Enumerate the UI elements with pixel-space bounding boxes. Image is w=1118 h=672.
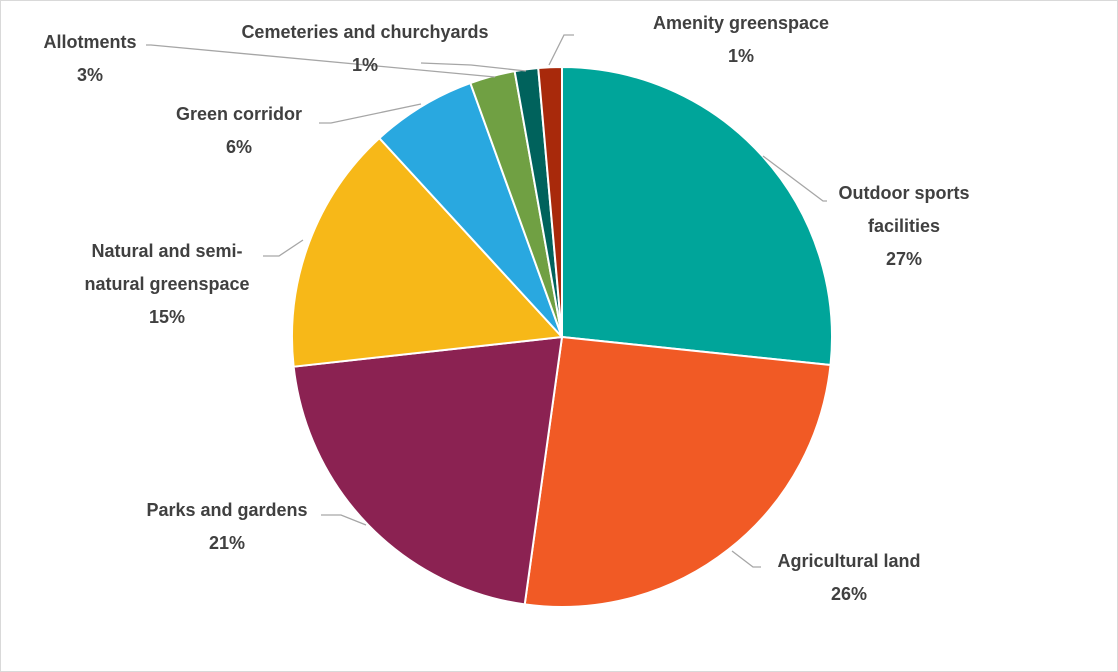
leader-line-natural-and-semi-natural-greenspace — [263, 239, 304, 257]
slice-parks-and-gardens — [292, 335, 564, 606]
leader-line-parks-and-gardens — [321, 514, 367, 526]
leader-line-allotments — [146, 44, 496, 78]
data-label-amenity-greenspace: Amenity greenspace 1% — [653, 13, 829, 66]
leader-line-amenity-greenspace — [548, 34, 574, 66]
leader-line-green-corridor — [319, 103, 422, 124]
data-label-natural-and-semi-natural-greenspace: Natural and semi-natural greenspace 15% — [84, 241, 249, 327]
leader-line-outdoor-sports-facilities — [762, 155, 827, 202]
leader-line-cemeteries-and-churchyards — [420, 62, 527, 72]
leader-line-agricultural-land — [731, 550, 761, 568]
data-label-agricultural-land: Agricultural land 26% — [777, 551, 920, 604]
slice-natural-and-semi-natural-greenspace — [291, 136, 565, 368]
data-label-allotments: Allotments 3% — [43, 32, 136, 85]
slice-outdoor-sports-facilities — [561, 65, 833, 367]
data-label-cemeteries-and-churchyards: Cemeteries and churchyards 1% — [241, 22, 488, 75]
data-label-parks-and-gardens: Parks and gardens 21% — [146, 500, 307, 553]
data-label-outdoor-sports-facilities: Outdoor sports facilities 27% — [839, 183, 970, 269]
slice-amenity-greenspace — [537, 65, 563, 338]
data-label-green-corridor: Green corridor 6% — [176, 104, 302, 157]
slice-agricultural-land — [523, 335, 832, 608]
